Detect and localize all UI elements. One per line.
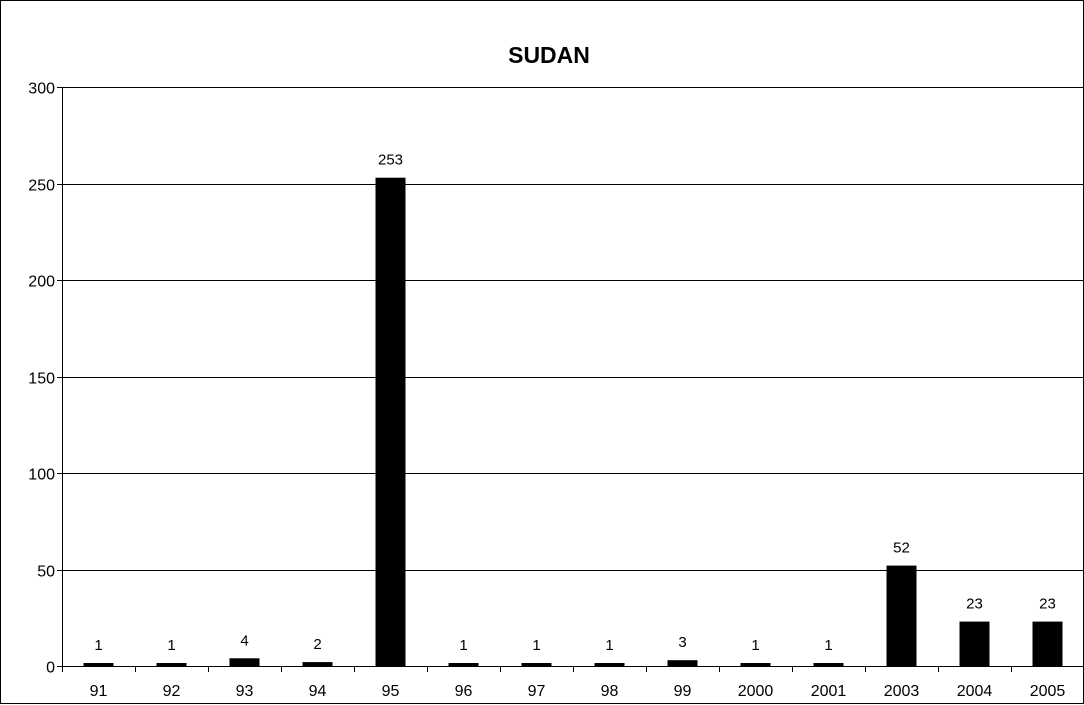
x-tick-label: 2001 xyxy=(811,683,847,700)
bar xyxy=(449,663,479,666)
bar xyxy=(668,660,698,666)
x-tick-label: 2000 xyxy=(738,683,774,700)
data-label: 253 xyxy=(378,152,403,169)
x-tick-label: 97 xyxy=(528,683,546,700)
data-label: 52 xyxy=(893,540,910,557)
gridlines xyxy=(62,88,1084,571)
x-tick-label: 98 xyxy=(601,683,619,700)
x-tick-label: 96 xyxy=(455,683,473,700)
x-tick-label: 92 xyxy=(163,683,181,700)
bar xyxy=(522,663,552,666)
y-tick-label: 300 xyxy=(28,81,55,98)
data-label: 1 xyxy=(459,637,467,654)
x-tick-label: 93 xyxy=(236,683,254,700)
data-label: 1 xyxy=(824,637,832,654)
x-tick-label: 99 xyxy=(674,683,692,700)
bar xyxy=(960,622,990,666)
y-tick-label: 250 xyxy=(28,178,55,195)
y-tick-label: 150 xyxy=(28,371,55,388)
bar xyxy=(1033,622,1063,666)
bar xyxy=(887,566,917,666)
data-label: 2 xyxy=(313,636,321,653)
data-label: 1 xyxy=(167,637,175,654)
bar xyxy=(157,663,187,666)
y-tick-label: 100 xyxy=(28,467,55,484)
bar xyxy=(595,663,625,666)
y-tick-label: 200 xyxy=(28,274,55,291)
data-label: 1 xyxy=(532,637,540,654)
data-label: 23 xyxy=(966,596,983,613)
x-axis-ticks: 91 92 93 94 95 96 97 98 99 2000 2001 2003 2004 2005 xyxy=(63,666,1084,700)
x-tick-label: 91 xyxy=(90,683,108,700)
x-tick-label: 94 xyxy=(309,683,327,700)
bar xyxy=(741,663,771,666)
y-tick-label: 0 xyxy=(46,660,55,677)
data-label: 1 xyxy=(751,637,759,654)
x-tick-label: 95 xyxy=(382,683,400,700)
data-label: 4 xyxy=(240,632,248,649)
data-label: 1 xyxy=(94,637,102,654)
x-tick-label: 2005 xyxy=(1030,683,1066,700)
y-tick-label: 50 xyxy=(37,564,55,581)
data-label: 3 xyxy=(678,634,686,651)
bar xyxy=(303,662,333,666)
bar xyxy=(230,658,260,666)
axes xyxy=(62,87,1084,667)
bars xyxy=(84,178,1063,666)
bar xyxy=(814,663,844,666)
y-axis-ticks: 0 50 100 150 200 250 300 xyxy=(28,81,62,677)
bar xyxy=(84,663,114,666)
x-tick-label: 2003 xyxy=(884,683,920,700)
x-tick-label: 2004 xyxy=(957,683,993,700)
bar xyxy=(376,178,406,666)
data-label: 1 xyxy=(605,637,613,654)
chart-title: SUDAN xyxy=(508,42,590,68)
data-label: 23 xyxy=(1039,596,1056,613)
